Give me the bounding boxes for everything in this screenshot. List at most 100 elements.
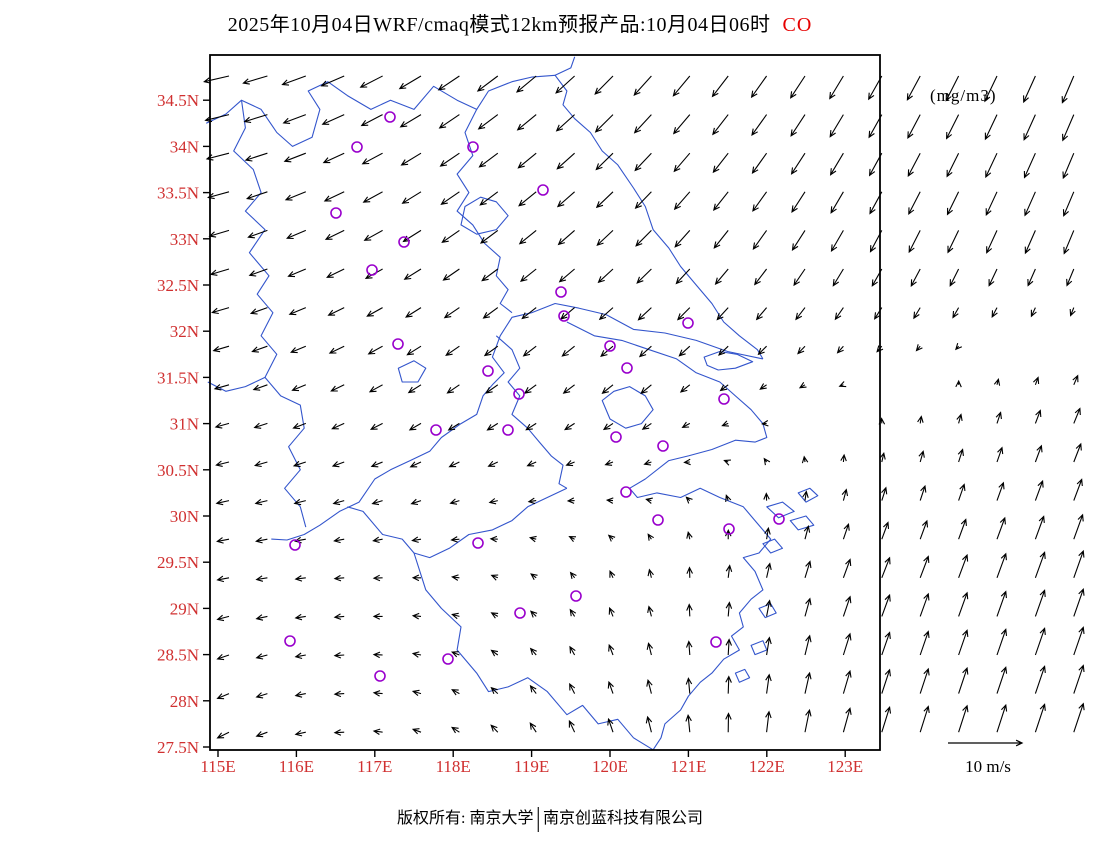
station-marker [384, 111, 396, 123]
station-marker [351, 141, 363, 153]
wind-vector-arrow [604, 459, 614, 466]
lon-tick-label: 117E [357, 757, 392, 776]
wind-vector-arrow [798, 381, 807, 389]
wind-vector-arrow [530, 573, 538, 581]
map-frame [209, 54, 881, 751]
station-marker [621, 362, 633, 374]
wind-vector-arrow [215, 460, 230, 467]
wind-vector-arrow [725, 712, 732, 733]
wind-vector-arrow [871, 268, 883, 287]
wind-vector-arrow [790, 152, 806, 175]
station-marker [682, 317, 694, 329]
wind-vector-arrow [608, 606, 615, 617]
wind-vector-arrow [211, 307, 230, 315]
wind-vector-arrow [908, 191, 921, 216]
wind-vector-arrow [636, 268, 652, 284]
wind-vector-arrow [955, 379, 962, 388]
wind-vector-arrow [675, 268, 691, 285]
wind-vector-arrow [686, 566, 693, 578]
wind-vector-arrow [255, 653, 268, 660]
wind-vector-arrow [555, 114, 575, 132]
wind-vector-arrow [996, 481, 1005, 501]
border-path [205, 74, 556, 147]
wind-vector-arrow [255, 614, 268, 621]
wind-vector-arrow [398, 75, 422, 90]
wind-vector-arrow [568, 719, 576, 733]
wind-vector-arrow [411, 536, 422, 543]
wind-vector-arrow [765, 673, 772, 694]
lat-tick-label: 30.5N [157, 461, 199, 480]
wind-vector-arrow [1027, 268, 1036, 287]
wind-vector-arrow [556, 191, 575, 208]
wind-vector-arrow [646, 678, 653, 694]
wind-vector-arrow [406, 345, 422, 356]
wind-vector-arrow [829, 75, 844, 100]
wind-vector-arrow [333, 574, 345, 582]
wind-vector-arrow [1023, 152, 1036, 179]
wind-vector-arrow [562, 384, 575, 394]
chart-title: 2025年10月04日WRF/cmaq模式12km预报产品:10月04日06时 C… [0, 8, 1040, 37]
lon-tick-label: 123E [827, 757, 863, 776]
lat-tick-label: 33N [170, 230, 199, 249]
wind-vector-arrow [324, 229, 345, 240]
wind-vector-arrow [881, 486, 888, 501]
wind-vector-arrow [322, 152, 345, 164]
wind-vector-arrow [946, 152, 960, 178]
station-marker [537, 184, 549, 196]
wind-vector-arrow [918, 450, 925, 463]
wind-vector-arrow [597, 268, 614, 284]
wind-vector-arrow [411, 612, 422, 620]
wind-vector-arrow [248, 268, 268, 277]
station-marker [482, 365, 494, 377]
wind-vector-arrow [952, 307, 960, 319]
wind-vector-arrow [1023, 75, 1036, 104]
lake-path [601, 386, 654, 429]
wind-vector-arrow [986, 230, 998, 254]
wind-vector-arrow [958, 553, 969, 578]
station-marker [430, 424, 442, 436]
wind-vector-arrow [958, 704, 969, 733]
island-path [734, 668, 751, 683]
lat-tick-label: 34.5N [157, 91, 199, 110]
wind-vector-arrow [327, 307, 345, 316]
wind-vector-arrow [408, 422, 422, 431]
wind-vector-arrow [1073, 702, 1085, 733]
wind-vector-arrow [518, 229, 537, 245]
wind-vector-arrow [243, 114, 268, 124]
border-path [264, 377, 307, 528]
wind-vector-arrow [526, 460, 537, 467]
wind-vector-arrow [249, 307, 268, 315]
wind-vector-arrow [333, 652, 345, 659]
station-marker [652, 514, 664, 526]
wind-vector-arrow [516, 114, 537, 131]
wind-vector-arrow [996, 628, 1008, 656]
wind-vector-arrow [1073, 478, 1083, 501]
wind-vector-arrow [958, 629, 969, 656]
wind-vector-arrow [996, 590, 1007, 617]
wind-vector-arrow [486, 422, 499, 431]
wind-vector-arrow [564, 422, 575, 431]
wind-vector-arrow [958, 518, 967, 540]
wind-vector-arrow [915, 344, 923, 352]
wind-vector-arrow [1034, 627, 1046, 656]
coastline-path [554, 56, 764, 360]
wind-vector-arrow [1034, 703, 1046, 733]
wind-vector-arrow [360, 114, 383, 127]
wind-vector-arrow [765, 636, 772, 656]
wind-vector-arrow [439, 152, 460, 167]
wind-vector-arrow [789, 75, 806, 99]
lat-tick-label: 28N [170, 692, 199, 711]
lon-tick-label: 119E [514, 757, 549, 776]
wind-vector-arrow [1030, 307, 1037, 318]
copyright-text: 版权所有: 南京大学 [397, 810, 534, 827]
wind-vector-arrow [804, 634, 812, 656]
wind-vector-arrow [215, 498, 230, 506]
wind-vector-arrow [294, 691, 306, 698]
station-marker [718, 393, 730, 405]
wind-vector-arrow [363, 229, 383, 241]
wind-vector-arrow [958, 666, 969, 694]
wind-vector-arrow [490, 686, 499, 695]
wind-vector-arrow [490, 574, 499, 581]
wind-vector-arrow [647, 605, 654, 617]
